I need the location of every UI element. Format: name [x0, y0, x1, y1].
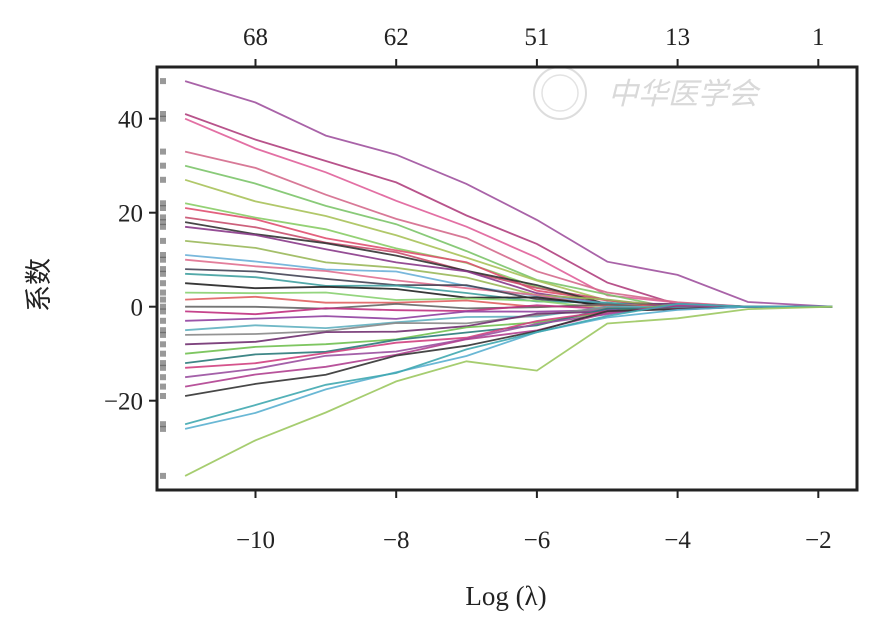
series-label-mark-6 [160, 176, 166, 183]
series-line-11 [184, 225, 833, 308]
x-axis: −10 −8 −6 −4 −2 [236, 490, 832, 554]
series-label-mark-26 [160, 350, 166, 357]
series-label-mark-25 [160, 341, 166, 348]
series-line-32 [184, 305, 833, 430]
series-label-mark-3 [160, 115, 166, 122]
series-label-mark-34 [160, 472, 166, 479]
series-line-27 [184, 305, 833, 364]
x-tick-label: −4 [664, 527, 691, 554]
series-label-mark-10 [160, 219, 166, 226]
top-tick-label: 13 [665, 24, 690, 51]
series-label-mark-31 [160, 393, 166, 399]
top-axis: 68 62 51 13 1 [243, 24, 825, 67]
x-tick-label: −8 [383, 527, 410, 554]
series-label-mark-14 [160, 256, 166, 263]
top-tick-label: 51 [524, 24, 549, 51]
series-label-mark-16 [160, 270, 166, 277]
series-label-mark-28 [160, 364, 166, 371]
series-line-1 [184, 80, 833, 308]
series-line-31 [184, 305, 833, 397]
series-label-mark-17 [160, 280, 166, 287]
y-tick-label: 20 [118, 201, 143, 228]
x-axis-title: Log (λ) [465, 581, 546, 611]
y-tick-label: 0 [131, 295, 144, 322]
series-label-mark-24 [160, 331, 166, 338]
series-label-mark-29 [160, 374, 166, 381]
top-tick-label: 1 [812, 24, 825, 51]
series-label-mark-18 [160, 289, 166, 296]
y-axis: 40 20 0 −20 [104, 107, 157, 416]
plot-frame [155, 65, 859, 492]
series-line-9 [184, 216, 833, 311]
watermark-text: 中华医学会 [608, 77, 761, 112]
series-label-mark-1 [160, 78, 166, 85]
series-label-mark-20 [160, 303, 166, 310]
series-line-4 [184, 150, 833, 308]
series-line-34 [184, 305, 833, 477]
series-label-mark-30 [160, 383, 166, 390]
watermark: 中华医学会 [533, 66, 761, 120]
top-tick-label: 68 [243, 24, 268, 51]
series-label-mark-33 [160, 421, 166, 428]
series-label-mark-9 [160, 214, 166, 221]
top-tick-label: 62 [384, 24, 409, 51]
series-label-mark-5 [160, 162, 166, 169]
x-tick-label: −6 [524, 527, 551, 554]
y-axis-title: 系数 [24, 258, 54, 312]
series-label-mark-7 [160, 200, 166, 207]
series-label-mark-4 [160, 148, 166, 155]
y-tick-label: 40 [118, 107, 143, 134]
x-tick-label: −10 [236, 527, 275, 554]
series-label-mark-8 [160, 205, 166, 211]
series-line-33 [184, 302, 833, 426]
series-label-mark-13 [160, 252, 166, 258]
series-label-mark-27 [160, 360, 166, 367]
series-label-mark-22 [160, 317, 166, 324]
series-label-mark-32 [160, 425, 166, 432]
series-label-mark-21 [160, 308, 166, 315]
series-label-mark-23 [160, 327, 166, 334]
variable-index-marks [160, 78, 166, 479]
series-label-mark-11 [160, 223, 166, 230]
x-tick-label: −2 [805, 527, 832, 554]
series-label-mark-19 [160, 296, 166, 303]
series-label-mark-2 [160, 111, 166, 117]
y-tick-label: −20 [104, 389, 143, 416]
series-label-mark-12 [160, 237, 166, 244]
series-lines [184, 80, 833, 477]
series-label-mark-15 [160, 266, 166, 273]
